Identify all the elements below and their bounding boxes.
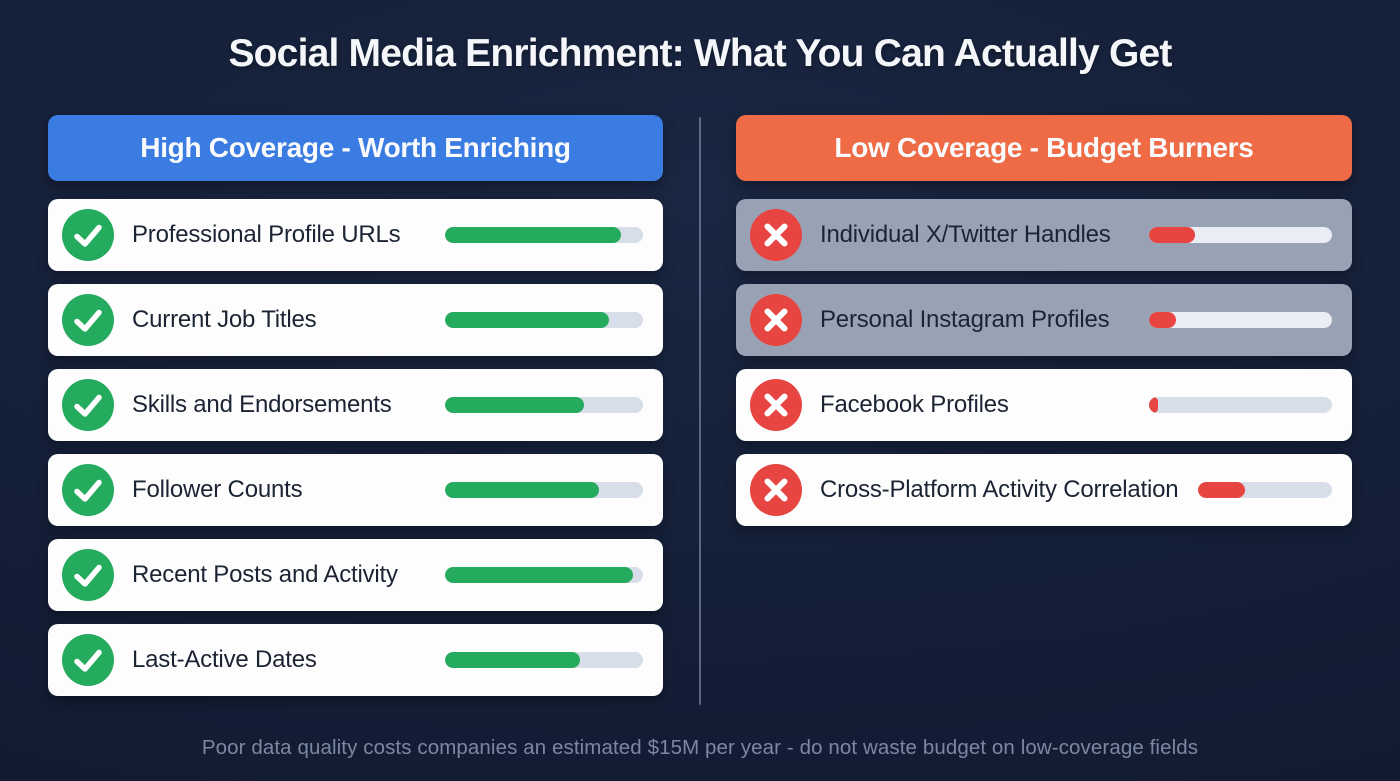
coverage-bar [1149, 312, 1332, 328]
list-item: Follower Counts [48, 454, 663, 526]
coverage-bar-fill [445, 227, 622, 243]
high-coverage-header-label: High Coverage - Worth Enriching [140, 132, 571, 163]
coverage-bar-fill [445, 397, 584, 413]
list-item: Personal Instagram Profiles [736, 284, 1352, 356]
list-item: Individual X/Twitter Handles [736, 199, 1352, 271]
x-circle-icon [750, 464, 802, 516]
item-label: Cross-Platform Activity Correlation [820, 476, 1179, 503]
footer-note: Poor data quality costs companies an est… [201, 736, 1199, 759]
item-label: Skills and Endorsements [132, 391, 392, 418]
page-title: Social Media Enrichment: What You Can Ac… [228, 32, 1172, 75]
coverage-bar [1149, 397, 1332, 413]
item-label: Current Job Titles [132, 306, 317, 333]
list-item: Current Job Titles [48, 284, 663, 356]
column-divider [699, 117, 701, 705]
item-label: Professional Profile URLs [132, 221, 401, 248]
x-circle-icon [750, 294, 802, 346]
list-item: Cross-Platform Activity Correlation [736, 454, 1352, 526]
comparison-columns: High Coverage - Worth Enriching Professi… [0, 115, 1400, 715]
coverage-bar-fill [1149, 397, 1159, 413]
low-coverage-header-label: Low Coverage - Budget Burners [834, 132, 1254, 163]
coverage-bar [445, 482, 643, 498]
high-coverage-header: High Coverage - Worth Enriching [48, 115, 663, 181]
coverage-bar-fill [1149, 227, 1195, 243]
list-item: Professional Profile URLs [48, 199, 663, 271]
x-circle-icon [750, 209, 802, 261]
coverage-bar-fill [445, 482, 600, 498]
list-item: Recent Posts and Activity [48, 539, 663, 611]
item-label: Follower Counts [132, 476, 303, 503]
coverage-bar [445, 652, 643, 668]
check-circle-icon [62, 634, 114, 686]
item-label: Facebook Profiles [820, 391, 1009, 418]
x-circle-icon [750, 379, 802, 431]
list-item: Skills and Endorsements [48, 369, 663, 441]
check-circle-icon [62, 209, 114, 261]
low-coverage-column: Low Coverage - Budget Burners Individual… [736, 115, 1352, 539]
coverage-bar-fill [1198, 482, 1246, 498]
item-label: Personal Instagram Profiles [820, 306, 1110, 333]
check-circle-icon [62, 294, 114, 346]
high-coverage-list: Professional Profile URLs Current Job Ti… [48, 199, 663, 696]
coverage-bar [445, 227, 643, 243]
item-label: Individual X/Twitter Handles [820, 221, 1111, 248]
check-circle-icon [62, 379, 114, 431]
low-coverage-list: Individual X/Twitter Handles Personal In… [736, 199, 1352, 526]
check-circle-icon [62, 549, 114, 601]
check-circle-icon [62, 464, 114, 516]
low-coverage-header: Low Coverage - Budget Burners [736, 115, 1352, 181]
list-item: Facebook Profiles [736, 369, 1352, 441]
coverage-bar [445, 567, 643, 583]
coverage-bar [445, 312, 643, 328]
item-label: Recent Posts and Activity [132, 561, 398, 588]
coverage-bar [1149, 227, 1332, 243]
coverage-bar-fill [1149, 312, 1177, 328]
high-coverage-column: High Coverage - Worth Enriching Professi… [48, 115, 663, 709]
coverage-bar-fill [445, 652, 580, 668]
coverage-bar-fill [445, 567, 634, 583]
coverage-bar [1198, 482, 1332, 498]
coverage-bar-fill [445, 312, 610, 328]
coverage-bar [445, 397, 643, 413]
list-item: Last-Active Dates [48, 624, 663, 696]
item-label: Last-Active Dates [132, 646, 317, 673]
